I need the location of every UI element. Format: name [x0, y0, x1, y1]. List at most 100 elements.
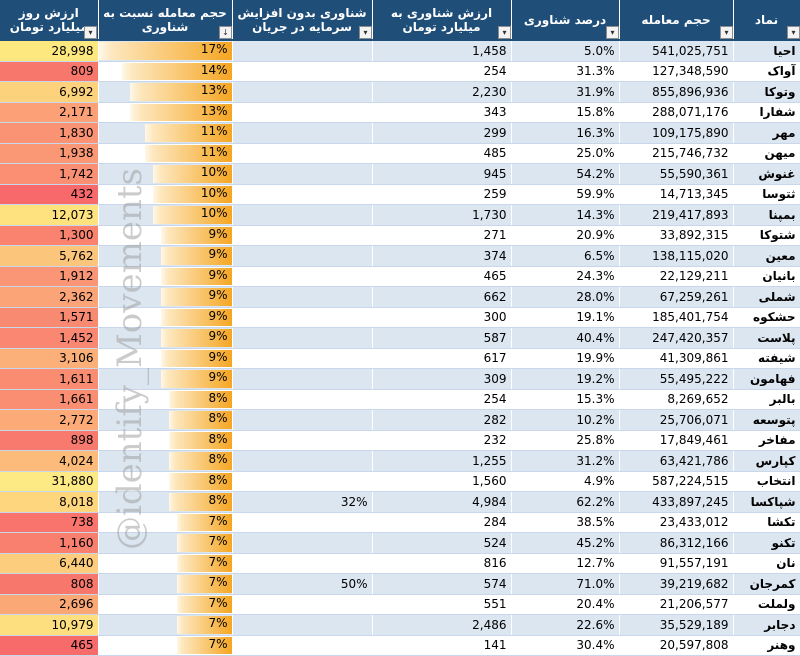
cell-float-no-cap[interactable] [232, 327, 373, 349]
cell-float-value[interactable]: 485 [372, 143, 512, 164]
cell-volume[interactable]: 23,433,012 [619, 512, 734, 533]
cell-symbol[interactable]: غنوش [733, 163, 800, 185]
cell-volume[interactable]: 433,897,245 [619, 491, 734, 513]
cell-day-value[interactable]: 1,912 [0, 266, 99, 287]
cell-float-value[interactable]: 1,730 [372, 204, 512, 226]
cell-volume-ratio[interactable]: 7% [98, 594, 233, 615]
cell-volume-ratio[interactable]: 13% [98, 81, 233, 103]
cell-float-value[interactable]: 254 [372, 389, 512, 410]
cell-float-value[interactable]: 662 [372, 286, 512, 308]
cell-day-value[interactable]: 808 [0, 573, 99, 595]
cell-float-no-cap[interactable] [232, 512, 373, 533]
cell-day-value[interactable]: 1,938 [0, 143, 99, 164]
cell-float-pct[interactable]: 15.8% [511, 102, 620, 123]
cell-day-value[interactable]: 1,160 [0, 532, 99, 554]
cell-float-value[interactable]: 374 [372, 245, 512, 267]
cell-symbol[interactable]: وتوکا [733, 81, 800, 103]
cell-volume[interactable]: 127,348,590 [619, 61, 734, 82]
table-row[interactable]: 1,938 11% 485 25.0% 215,746,732 میهن [0, 143, 800, 164]
cell-float-no-cap[interactable] [232, 614, 373, 636]
cell-float-value[interactable]: 816 [372, 553, 512, 574]
cell-float-value[interactable]: 2,486 [372, 614, 512, 636]
cell-volume-ratio[interactable]: 9% [98, 245, 233, 267]
table-row[interactable]: 465 7% 141 30.4% 20,597,808 وهنر [0, 635, 800, 656]
cell-symbol[interactable]: وهنر [733, 635, 800, 656]
cell-volume-ratio[interactable]: 9% [98, 348, 233, 369]
cell-volume-ratio[interactable]: 9% [98, 307, 233, 328]
cell-float-value[interactable]: 1,560 [372, 471, 512, 492]
cell-symbol[interactable]: شیفته [733, 348, 800, 369]
cell-day-value[interactable]: 1,742 [0, 163, 99, 185]
cell-volume-ratio[interactable]: 7% [98, 635, 233, 656]
cell-float-value[interactable]: 141 [372, 635, 512, 656]
cell-float-no-cap[interactable] [232, 245, 373, 267]
cell-volume[interactable]: 67,259,261 [619, 286, 734, 308]
table-row[interactable]: 1,160 7% 524 45.2% 86,312,166 تکنو [0, 532, 800, 554]
cell-day-value[interactable]: 31,880 [0, 471, 99, 492]
table-row[interactable]: 6,992 13% 2,230 31.9% 855,896,936 وتوکا [0, 81, 800, 103]
cell-symbol[interactable]: بالبر [733, 389, 800, 410]
cell-float-no-cap[interactable] [232, 594, 373, 615]
cell-float-value[interactable]: 299 [372, 122, 512, 144]
cell-day-value[interactable]: 1,661 [0, 389, 99, 410]
cell-float-value[interactable]: 284 [372, 512, 512, 533]
cell-volume-ratio[interactable]: 7% [98, 512, 233, 533]
cell-volume[interactable]: 109,175,890 [619, 122, 734, 144]
cell-volume[interactable]: 587,224,515 [619, 471, 734, 492]
cell-float-value[interactable]: 574 [372, 573, 512, 595]
cell-volume-ratio[interactable]: 11% [98, 122, 233, 144]
table-row[interactable]: 1,742 10% 945 54.2% 55,590,361 غنوش [0, 163, 800, 185]
cell-float-value[interactable]: 254 [372, 61, 512, 82]
table-row[interactable]: 809 14% 254 31.3% 127,348,590 آواک [0, 61, 800, 82]
cell-float-pct[interactable]: 54.2% [511, 163, 620, 185]
cell-volume[interactable]: 20,597,808 [619, 635, 734, 656]
table-row[interactable]: 5,762 9% 374 6.5% 138,115,020 معین [0, 245, 800, 267]
cell-symbol[interactable]: تکشا [733, 512, 800, 533]
cell-float-value[interactable]: 465 [372, 266, 512, 287]
cell-float-value[interactable]: 587 [372, 327, 512, 349]
cell-day-value[interactable]: 12,073 [0, 204, 99, 226]
table-row[interactable]: 432 10% 259 59.9% 14,713,345 ثتوسا [0, 184, 800, 205]
cell-day-value[interactable]: 738 [0, 512, 99, 533]
cell-float-pct[interactable]: 6.5% [511, 245, 620, 267]
cell-volume-ratio[interactable]: 17% [98, 40, 233, 62]
cell-volume[interactable]: 288,071,176 [619, 102, 734, 123]
cell-day-value[interactable]: 1,571 [0, 307, 99, 328]
cell-volume-ratio[interactable]: 8% [98, 491, 233, 513]
header-float-value[interactable]: ارزش شناوری به میلیارد تومان [372, 0, 512, 41]
cell-symbol[interactable]: انتخاب [733, 471, 800, 492]
cell-float-pct[interactable]: 19.2% [511, 368, 620, 390]
cell-float-no-cap[interactable] [232, 430, 373, 451]
header-float-pct[interactable]: درصد شناوری [511, 0, 620, 41]
cell-symbol[interactable]: بمپنا [733, 204, 800, 226]
cell-day-value[interactable]: 1,452 [0, 327, 99, 349]
cell-volume-ratio[interactable]: 7% [98, 553, 233, 574]
cell-symbol[interactable]: حشکوه [733, 307, 800, 328]
cell-day-value[interactable]: 6,992 [0, 81, 99, 103]
cell-float-value[interactable]: 1,255 [372, 450, 512, 472]
cell-volume[interactable]: 138,115,020 [619, 245, 734, 267]
cell-symbol[interactable]: شتوکا [733, 225, 800, 246]
table-row[interactable]: 1,452 9% 587 40.4% 247,420,357 پلاست [0, 327, 800, 349]
cell-volume[interactable]: 55,495,222 [619, 368, 734, 390]
cell-volume[interactable]: 219,417,893 [619, 204, 734, 226]
cell-volume-ratio[interactable]: 13% [98, 102, 233, 123]
cell-volume-ratio[interactable]: 8% [98, 389, 233, 410]
cell-float-value[interactable]: 4,984 [372, 491, 512, 513]
cell-float-pct[interactable]: 25.8% [511, 430, 620, 451]
cell-float-no-cap[interactable] [232, 102, 373, 123]
cell-symbol[interactable]: احیا [733, 40, 800, 62]
table-row[interactable]: 738 7% 284 38.5% 23,433,012 تکشا [0, 512, 800, 533]
header-volume-ratio[interactable]: حجم معامله نسبت به شناوری [98, 0, 233, 41]
cell-day-value[interactable]: 1,611 [0, 368, 99, 390]
cell-day-value[interactable]: 5,762 [0, 245, 99, 267]
sort-filter-icon[interactable]: ↓ [219, 26, 232, 39]
cell-volume[interactable]: 17,849,461 [619, 430, 734, 451]
cell-volume[interactable]: 21,206,577 [619, 594, 734, 615]
cell-symbol[interactable]: مهر [733, 122, 800, 144]
table-row[interactable]: 1,611 9% 309 19.2% 55,495,222 فهامون [0, 368, 800, 390]
cell-day-value[interactable]: 2,696 [0, 594, 99, 615]
cell-volume[interactable]: 25,706,071 [619, 409, 734, 431]
table-row[interactable]: 6,440 7% 816 12.7% 91,557,191 نان [0, 553, 800, 574]
cell-float-value[interactable]: 259 [372, 184, 512, 205]
